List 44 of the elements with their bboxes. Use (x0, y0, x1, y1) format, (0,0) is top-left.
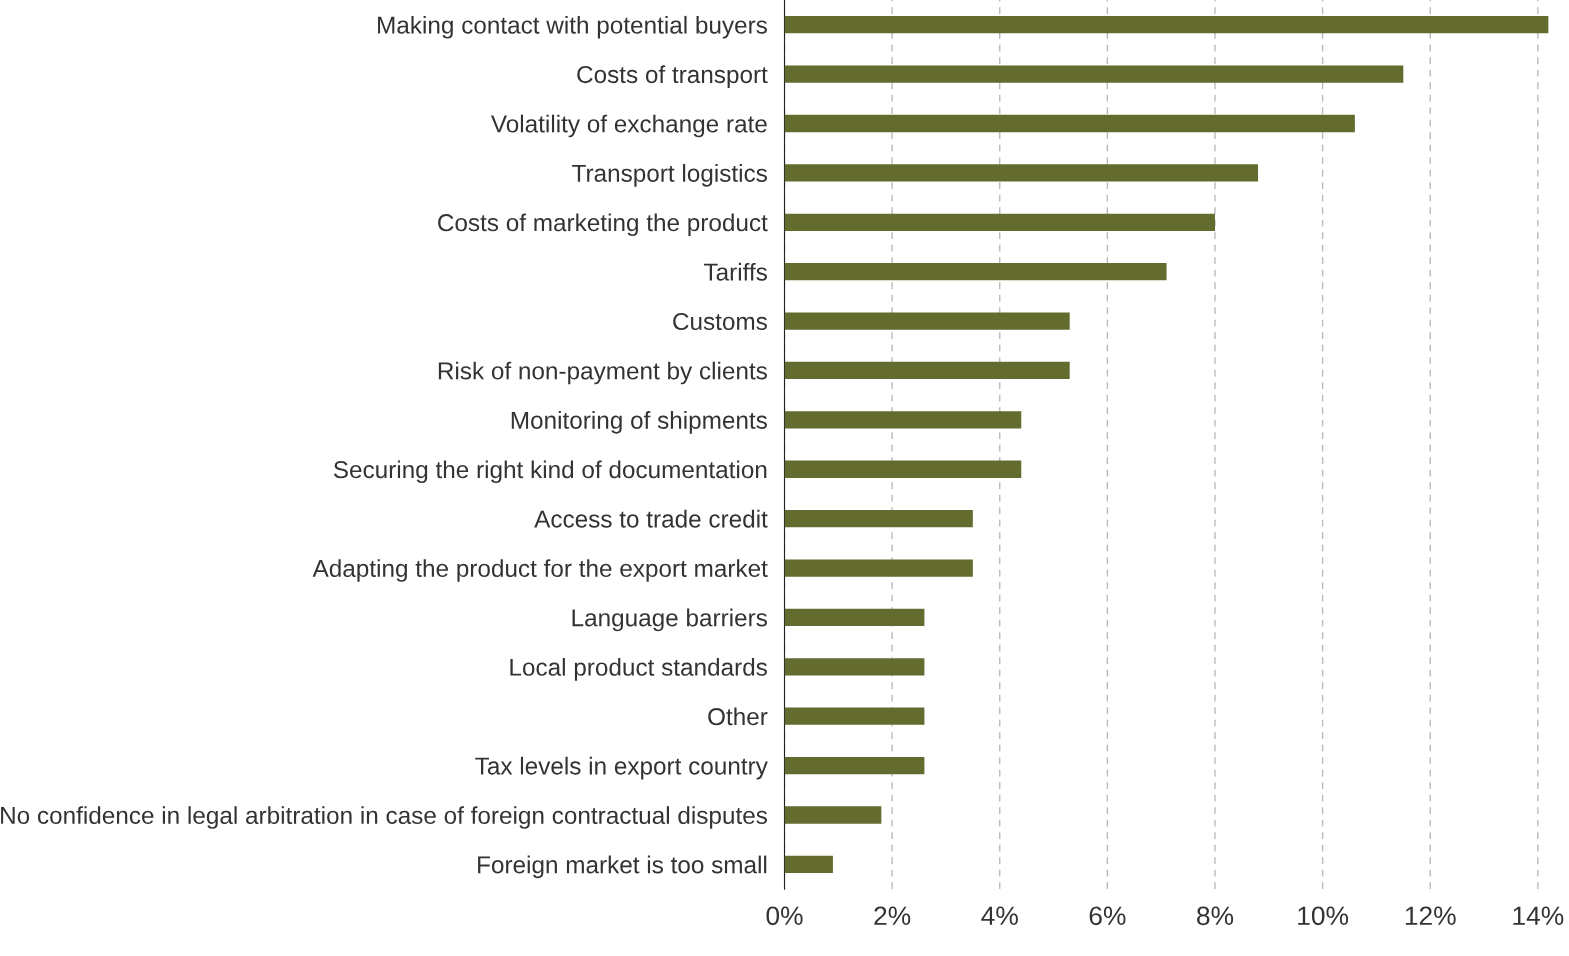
x-tick-label: 6% (1089, 906, 1126, 926)
bar (784, 411, 1022, 429)
x-tick-label: 10% (1298, 906, 1349, 926)
x-tick-label: 8% (1197, 906, 1234, 926)
x-tick-label: 14% (1513, 906, 1564, 926)
y-tick-label: Adapting the product for the export market (312, 559, 768, 582)
y-tick-label: Costs of marketing the product (438, 213, 768, 237)
y-tick-label: No confidence in legal arbitration in case of foreign contractual disputes (1, 806, 768, 829)
y-tick-label: Monitoring of shipments (511, 411, 767, 434)
y-tick-label: Customs (673, 312, 767, 331)
y-tick-label: Foreign market is too small (478, 855, 767, 879)
bar (784, 509, 973, 528)
bar (784, 559, 973, 577)
bar (784, 65, 1404, 83)
y-tick-label: Tax levels in export country (475, 756, 768, 780)
bar (784, 806, 882, 824)
bar (784, 16, 1549, 34)
bar (784, 164, 1259, 182)
bar (784, 213, 1215, 231)
bar (784, 460, 1022, 478)
y-tick-label: Securing the right kind of documentation (333, 460, 767, 484)
bar (784, 756, 925, 775)
y-tick-label: Language barriers (572, 608, 767, 632)
y-tick-label: Tariffs (704, 262, 767, 281)
bar (784, 263, 1167, 281)
bar (784, 658, 925, 676)
x-tick-label: 0% (766, 906, 803, 926)
bar (784, 312, 1070, 330)
x-tick-label: 2% (874, 906, 911, 926)
x-tick-label: 4% (981, 906, 1018, 926)
bar (784, 361, 1070, 380)
y-tick-label: Risk of non-payment by clients (438, 361, 767, 385)
bar (784, 114, 1355, 133)
y-tick-label: Volatility of exchange rate (490, 114, 767, 138)
bar (784, 608, 925, 627)
y-tick-label: Local product standards (510, 658, 767, 681)
bar (784, 855, 833, 874)
y-tick-label: Other (708, 707, 768, 726)
y-tick-label: Transport logistics (572, 164, 767, 187)
y-tick-label: Access to trade credit (534, 509, 768, 528)
y-tick-label: Making contact with potential buyers (378, 15, 767, 39)
bar (784, 707, 925, 725)
y-tick-label: Costs of transport (577, 65, 768, 88)
x-tick-label: 12% (1405, 906, 1456, 926)
